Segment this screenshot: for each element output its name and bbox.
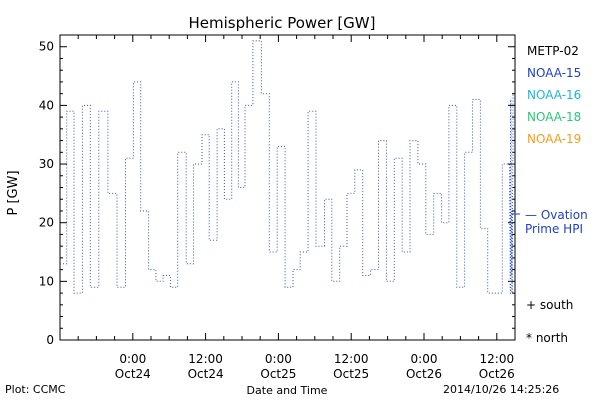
marker-north-legend: * north: [526, 331, 569, 345]
x-tick-label: 12:00: [480, 352, 515, 366]
legend-entry-noaa-16: NOAA-16: [527, 88, 582, 102]
legend-entry-metp-02: METP-02: [527, 44, 579, 58]
series-legend-line2: Prime HPI: [525, 222, 583, 236]
plot-timestamp: 2014/10/26 14:25:26: [443, 383, 560, 396]
y-tick-label: 10: [39, 274, 54, 288]
series-layer: [60, 40, 520, 294]
legend-entry-noaa-15: NOAA-15: [527, 66, 582, 80]
plot-frame: [59, 34, 516, 341]
legend-entry-noaa-18: NOAA-18: [527, 110, 582, 124]
x-tick-date-label: Oct25: [260, 367, 296, 381]
plot-credit: Plot: CCMC: [5, 383, 66, 396]
y-axis: 0 10 20 30 40 50: [39, 34, 515, 347]
legend-entry-noaa-19: NOAA-19: [527, 132, 582, 146]
y-tick-label: 20: [39, 216, 54, 230]
hpi-series-line: [60, 40, 514, 294]
x-tick-date-label: Oct26: [479, 367, 515, 381]
x-tick-date-label: Oct26: [406, 367, 442, 381]
y-tick-label: 50: [39, 40, 54, 54]
x-axis: 0:00Oct2412:00Oct240:00Oct2512:00Oct250:…: [59, 35, 516, 381]
x-tick-label: 12:00: [188, 352, 223, 366]
marker-south-legend: + south: [526, 298, 574, 312]
x-tick-label: 12:00: [334, 352, 369, 366]
x-axis-label: Date and Time: [247, 384, 328, 397]
y-tick-label: 40: [39, 98, 54, 112]
y-tick-label: 0: [46, 333, 54, 347]
x-tick-date-label: Oct24: [115, 367, 151, 381]
x-tick-label: 0:00: [265, 352, 292, 366]
series-legend-entry: — Ovation Prime HPI: [525, 208, 588, 236]
x-tick-label: 0:00: [411, 352, 438, 366]
x-tick-date-label: Oct24: [188, 367, 224, 381]
chart-title: Hemispheric Power [GW]: [189, 14, 376, 32]
x-tick-date-label: Oct25: [333, 367, 369, 381]
y-tick-label: 30: [39, 157, 54, 171]
y-axis-label: P [GW]: [6, 170, 21, 215]
x-tick-label: 0:00: [119, 352, 146, 366]
series-legend-line1: — Ovation: [525, 208, 588, 222]
